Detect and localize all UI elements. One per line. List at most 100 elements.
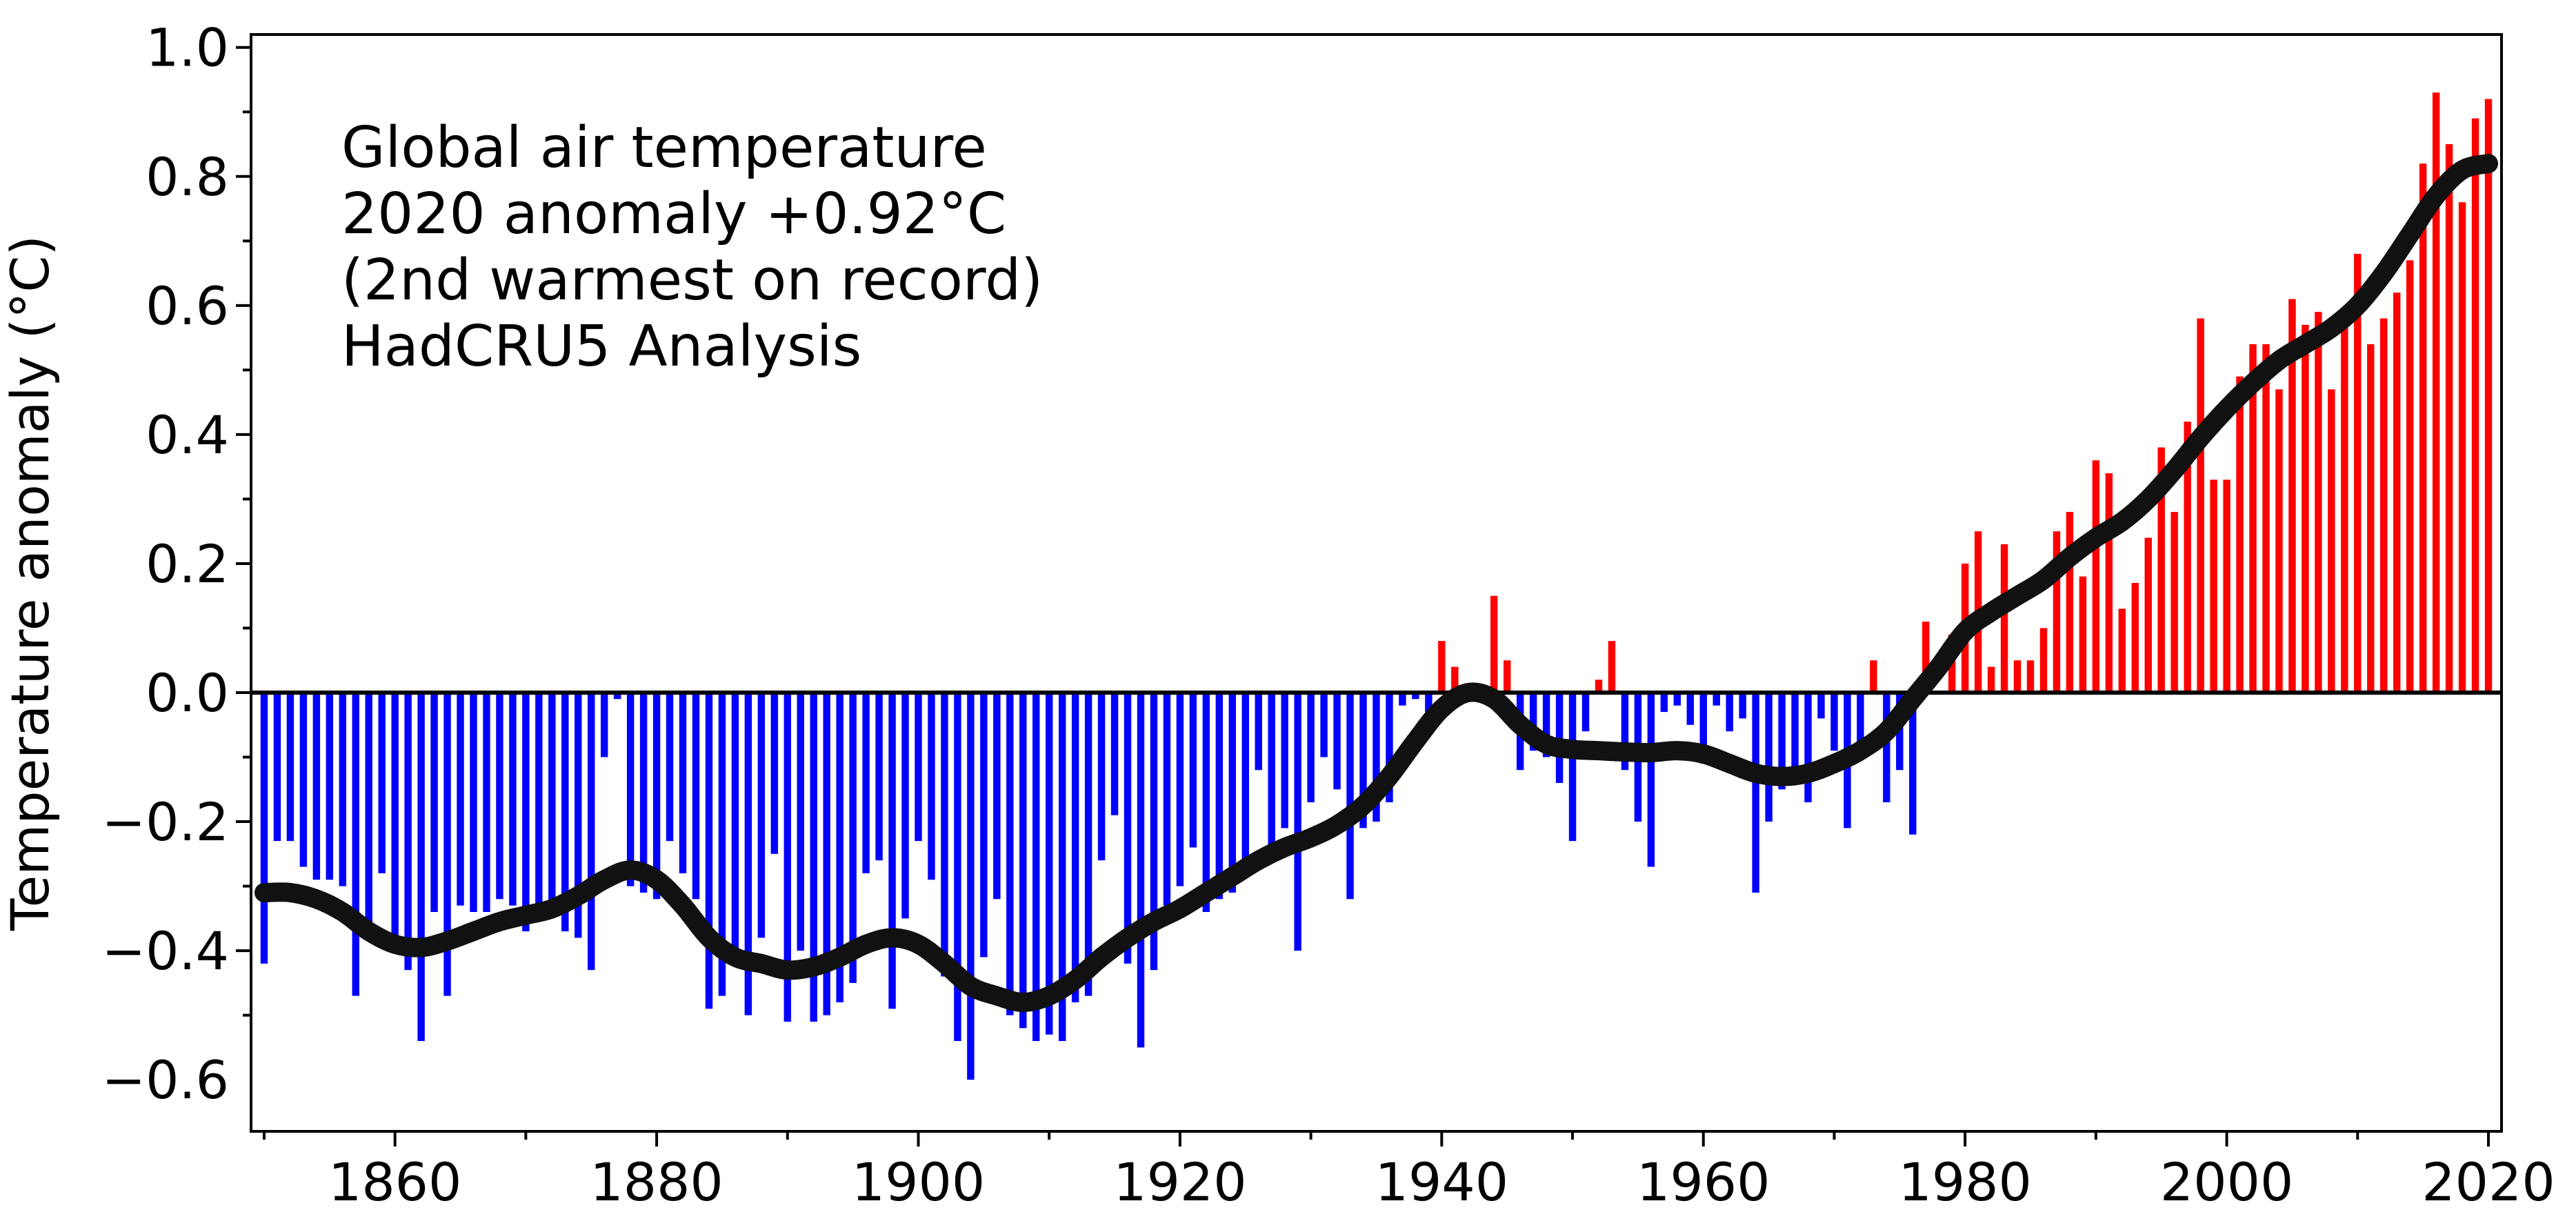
- anomaly-bar: [326, 693, 334, 880]
- anomaly-bar: [1765, 693, 1773, 822]
- anomaly-bar: [2445, 144, 2453, 693]
- anomaly-bar: [2144, 537, 2152, 693]
- anomaly-bar: [312, 693, 321, 880]
- anomaly-bar: [2275, 389, 2283, 693]
- anomaly-bar: [522, 693, 530, 932]
- anomaly-bar: [1922, 622, 1930, 693]
- annotation-line: HadCRU5 Analysis: [341, 314, 861, 379]
- anomaly-bar: [2315, 312, 2322, 693]
- anomaly-bar: [1294, 693, 1301, 951]
- anomaly-bar: [901, 693, 909, 919]
- x-tick-label: 2000: [2160, 1151, 2293, 1213]
- anomaly-bar: [1490, 595, 1498, 693]
- y-axis: 1.0 0.8 0.6 0.4 0.2 0.0 −0.2 −0.4 −0.6: [101, 17, 251, 1111]
- y-tick-label: −0.4: [101, 920, 229, 982]
- anomaly-bar: [1581, 693, 1590, 732]
- anomaly-bar: [575, 693, 582, 938]
- anomaly-bar: [443, 693, 451, 996]
- anomaly-bar: [1621, 693, 1629, 771]
- anomaly-bar: [613, 693, 621, 700]
- anomaly-bar: [299, 693, 308, 867]
- anomaly-bar: [705, 693, 713, 1009]
- annotation-line: Global air temperature: [341, 115, 987, 181]
- anomaly-bar: [1883, 693, 1890, 802]
- anomaly-bar: [1647, 693, 1655, 867]
- anomaly-bar: [548, 693, 556, 906]
- anomaly-bar: [2000, 544, 2008, 693]
- anomaly-bar: [2105, 473, 2113, 693]
- x-tick-label: 2020: [2422, 1151, 2555, 1213]
- anomaly-bar: [1713, 693, 1720, 706]
- anomaly-bar: [1542, 693, 1550, 757]
- anomaly-bar: [2302, 324, 2309, 693]
- anomaly-bar: [2053, 531, 2061, 693]
- anomaly-bar: [1987, 666, 1995, 693]
- plot-frame: [250, 33, 2503, 1133]
- anomaly-bar: [1817, 693, 1825, 719]
- anomaly-bar: [2210, 479, 2217, 693]
- anomaly-bar: [967, 693, 975, 1080]
- anomaly-bar: [2197, 318, 2204, 693]
- anomaly-bar: [2288, 299, 2296, 693]
- anomaly-bar: [2066, 512, 2074, 693]
- x-tick-label: 1980: [1898, 1151, 2031, 1213]
- anomaly-bar: [783, 693, 792, 1022]
- anomaly-bar: [2484, 99, 2493, 693]
- anomaly-bar: [1150, 693, 1158, 971]
- anomaly-bar: [1660, 693, 1668, 713]
- anomaly-bar: [1058, 693, 1066, 1042]
- anomaly-bar: [2367, 344, 2375, 693]
- anomaly-bar: [941, 693, 948, 977]
- x-axis: 1860 1880 1900 1920 1940 1960 1980 2000 2020: [262, 1131, 2555, 1213]
- annotation-line: (2nd warmest on record): [341, 248, 1043, 313]
- anomaly-bar: [770, 693, 779, 854]
- anomaly-bar: [1896, 693, 1904, 771]
- anomaly-bar: [260, 693, 268, 964]
- anomaly-bar: [1097, 693, 1106, 861]
- anomaly-bar: [457, 693, 464, 906]
- anomaly-bar: [810, 693, 817, 1022]
- anomaly-bar: [352, 693, 359, 996]
- anomaly-bar: [1739, 693, 1746, 719]
- anomaly-bar: [1176, 693, 1184, 886]
- anomaly-bar: [2092, 460, 2100, 693]
- anomaly-bar: [1032, 693, 1040, 1042]
- anomaly-bar: [2131, 583, 2139, 693]
- anomaly-bars: [260, 92, 2493, 1080]
- anomaly-bar: [2026, 660, 2035, 693]
- anomaly-bar: [1425, 693, 1432, 713]
- anomaly-bar: [430, 693, 438, 912]
- anomaly-bar: [993, 693, 1001, 900]
- anomaly-bar: [639, 693, 648, 893]
- y-tick-label: −0.6: [101, 1049, 229, 1111]
- anomaly-bar: [535, 693, 543, 919]
- anomaly-bar: [888, 693, 896, 1009]
- anomaly-bar: [417, 693, 425, 1042]
- annotation-line: 2020 anomaly +0.92°C: [341, 181, 1006, 247]
- anomaly-bar: [1307, 693, 1315, 802]
- anomaly-bar: [1595, 680, 1603, 693]
- anomaly-bar: [1529, 693, 1537, 751]
- anomaly-bar: [2471, 118, 2479, 693]
- anomaly-bar: [1281, 693, 1288, 829]
- anomaly-bar: [1019, 693, 1027, 1029]
- anomaly-bar: [2262, 344, 2270, 693]
- x-tick-label: 1880: [590, 1151, 723, 1213]
- anomaly-bar: [1202, 693, 1210, 912]
- anomaly-bar: [509, 693, 517, 906]
- anomaly-bar: [836, 693, 843, 1002]
- anomaly-bar: [1006, 693, 1014, 1015]
- anomaly-bar: [1438, 641, 1446, 693]
- anomaly-bar: [692, 693, 700, 900]
- anomaly-bar: [1399, 693, 1406, 706]
- anomaly-bar: [1673, 693, 1681, 706]
- anomaly-bar: [2157, 447, 2165, 693]
- anomaly-bar: [1124, 693, 1132, 964]
- anomaly-bar: [2354, 254, 2362, 693]
- anomaly-bar: [1228, 693, 1237, 893]
- anomaly-bar: [2184, 421, 2191, 693]
- anomaly-bar: [1372, 693, 1380, 822]
- anomaly-bar: [1686, 693, 1695, 725]
